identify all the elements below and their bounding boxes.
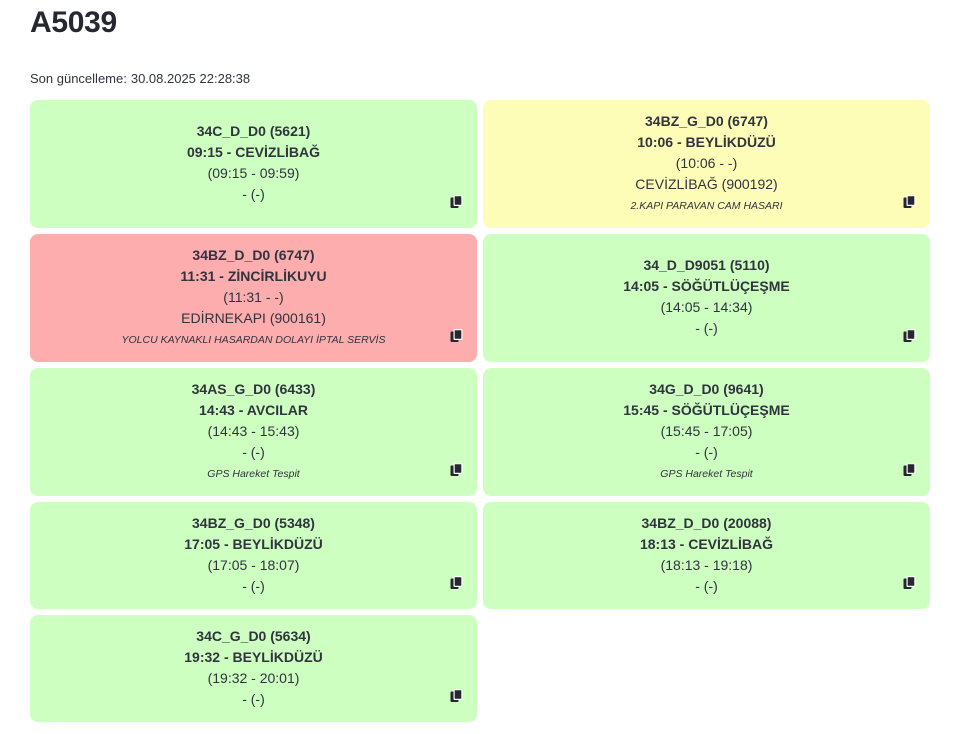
trip-card: 34BZ_G_D0 (5348) 17:05 - BEYLİKDÜZÜ (17:… <box>30 502 477 609</box>
trip-stop: - (-) <box>695 577 718 594</box>
trip-departure: 10:06 - BEYLİKDÜZÜ <box>637 134 776 150</box>
trip-card: 34BZ_D_D0 (6747) 11:31 - ZİNCİRLİKUYU (1… <box>30 234 477 362</box>
trip-route: 34C_D_D0 (5621) <box>196 123 311 139</box>
trip-times: (19:32 - 20:01) <box>207 669 300 686</box>
trip-stop: - (-) <box>242 186 265 202</box>
last-updated: Son güncelleme: 30.08.2025 22:28:38 <box>30 71 250 86</box>
trip-departure: 17:05 - BEYLİKDÜZÜ <box>184 535 323 552</box>
copy-icon[interactable] <box>903 463 916 477</box>
trip-route: 34_D_D9051 (5110) <box>643 257 770 273</box>
trip-departure: 18:13 - CEVİZLİBAĞ <box>639 535 774 552</box>
trip-route: 34C_G_D0 (5634) <box>196 627 311 644</box>
trip-departure: 11:31 - ZİNCİRLİKUYU <box>180 268 327 284</box>
trip-note: YOLCU KAYNAKLI HASARDAN DOLAYI İPTAL SER… <box>121 334 386 346</box>
copy-icon[interactable] <box>450 195 463 209</box>
copy-icon[interactable] <box>903 576 916 590</box>
trip-stop: - (-) <box>242 577 265 594</box>
trip-departure: 19:32 - BEYLİKDÜZÜ <box>184 648 323 665</box>
trip-times: (15:45 - 17:05) <box>660 423 753 439</box>
trip-card: 34BZ_D_D0 (20088) 18:13 - CEVİZLİBAĞ (18… <box>483 502 930 609</box>
trip-card-grid: 34C_D_D0 (5621) 09:15 - CEVİZLİBAĞ (09:1… <box>30 100 930 728</box>
copy-icon[interactable] <box>450 576 463 590</box>
trip-stop: - (-) <box>695 444 718 460</box>
copy-icon[interactable] <box>903 195 916 209</box>
trip-stop: - (-) <box>242 690 265 707</box>
trip-departure: 09:15 - CEVİZLİBAĞ <box>186 144 321 160</box>
trip-route: 34BZ_D_D0 (6747) <box>192 247 315 263</box>
trip-times: (11:31 - -) <box>223 289 284 305</box>
copy-icon[interactable] <box>903 329 916 343</box>
trip-times: (17:05 - 18:07) <box>207 556 300 573</box>
trip-stop: - (-) <box>242 444 265 460</box>
trip-card: 34_D_D9051 (5110) 14:05 - SÖĞÜTLÜÇEŞME (… <box>483 234 930 362</box>
trip-times: (18:13 - 19:18) <box>660 556 753 573</box>
trip-stop: EDİRNEKAPI (900161) <box>181 310 326 326</box>
copy-icon[interactable] <box>450 463 463 477</box>
trip-departure: 14:05 - SÖĞÜTLÜÇEŞME <box>623 278 790 294</box>
trip-route: 34BZ_D_D0 (20088) <box>641 514 772 531</box>
trip-departure: 15:45 - SÖĞÜTLÜÇEŞME <box>623 402 790 418</box>
trip-route: 34AS_G_D0 (6433) <box>191 381 316 397</box>
trip-route: 34G_D_D0 (9641) <box>649 381 764 397</box>
trip-stop: CEVİZLİBAĞ (900192) <box>635 176 778 192</box>
copy-icon[interactable] <box>450 689 463 703</box>
trip-note: 2.KAPI PARAVAN CAM HASARI <box>630 200 783 212</box>
trip-times: (14:43 - 15:43) <box>207 423 300 439</box>
trip-route: 34BZ_G_D0 (6747) <box>645 113 768 129</box>
trip-card: 34BZ_G_D0 (6747) 10:06 - BEYLİKDÜZÜ (10:… <box>483 100 930 228</box>
trip-card: 34C_D_D0 (5621) 09:15 - CEVİZLİBAĞ (09:1… <box>30 100 477 228</box>
trip-departure: 14:43 - AVCILAR <box>199 402 308 418</box>
copy-icon[interactable] <box>450 329 463 343</box>
last-updated-value: 30.08.2025 22:28:38 <box>130 71 251 86</box>
trip-note: GPS Hareket Tespit <box>207 468 300 480</box>
trip-times: (14:05 - 14:34) <box>660 299 753 315</box>
page-title: A5039 <box>30 6 117 39</box>
trip-route: 34BZ_G_D0 (5348) <box>192 514 315 531</box>
trip-times: (09:15 - 09:59) <box>207 165 300 181</box>
trip-times: (10:06 - -) <box>675 155 738 171</box>
trip-card: 34AS_G_D0 (6433) 14:43 - AVCILAR (14:43 … <box>30 368 477 496</box>
trip-card: 34G_D_D0 (9641) 15:45 - SÖĞÜTLÜÇEŞME (15… <box>483 368 930 496</box>
last-updated-label: Son güncelleme: <box>30 71 127 86</box>
trip-stop: - (-) <box>695 320 718 336</box>
trip-note: GPS Hareket Tespit <box>660 468 753 480</box>
trip-card: 34C_G_D0 (5634) 19:32 - BEYLİKDÜZÜ (19:3… <box>30 615 477 722</box>
